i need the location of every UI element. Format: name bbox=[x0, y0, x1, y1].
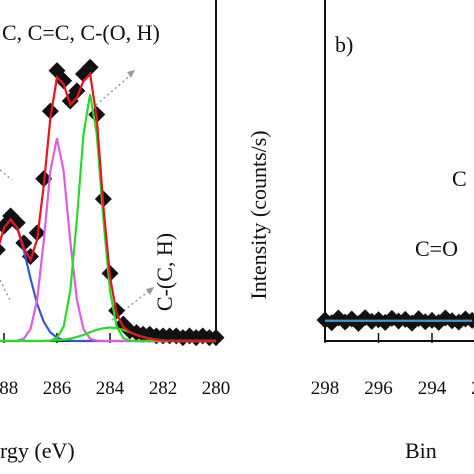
data-point bbox=[0, 241, 6, 259]
annotation: C bbox=[452, 166, 467, 191]
x-tick-label: 284 bbox=[96, 378, 125, 399]
fit-line bbox=[0, 71, 216, 343]
y-axis-label: Intensity (counts/s) bbox=[246, 130, 271, 299]
arrow-head bbox=[127, 70, 135, 78]
arrow bbox=[111, 289, 151, 321]
arrow-head bbox=[146, 287, 154, 295]
x-tick-label: 286 bbox=[43, 378, 72, 399]
x-axis-label: rgy (eV) bbox=[0, 438, 75, 463]
x-tick-label: 296 bbox=[364, 378, 393, 399]
annotation: C-(C, H) bbox=[152, 233, 177, 311]
data-point bbox=[81, 58, 99, 76]
x-tick-label: 292 bbox=[471, 378, 474, 399]
data-point bbox=[55, 72, 73, 90]
x-tick-label: 280 bbox=[202, 378, 231, 399]
x-tick-label: 282 bbox=[149, 378, 178, 399]
fit-line bbox=[0, 137, 216, 343]
annotation: C=O bbox=[415, 236, 458, 261]
annotation: C, C=C, C-(O, H) bbox=[2, 20, 160, 45]
guide-arrows bbox=[0, 73, 151, 321]
panel-label: b) bbox=[335, 32, 353, 57]
arrow bbox=[0, 169, 13, 181]
arrow bbox=[0, 279, 11, 301]
arrow bbox=[95, 73, 133, 106]
x-axis-label: Bin bbox=[405, 438, 437, 463]
x-tick-label: 288 bbox=[0, 378, 18, 399]
x-tick-label: 298 bbox=[311, 378, 340, 399]
fit-line bbox=[0, 94, 216, 343]
x-tick-label: 294 bbox=[418, 378, 447, 399]
